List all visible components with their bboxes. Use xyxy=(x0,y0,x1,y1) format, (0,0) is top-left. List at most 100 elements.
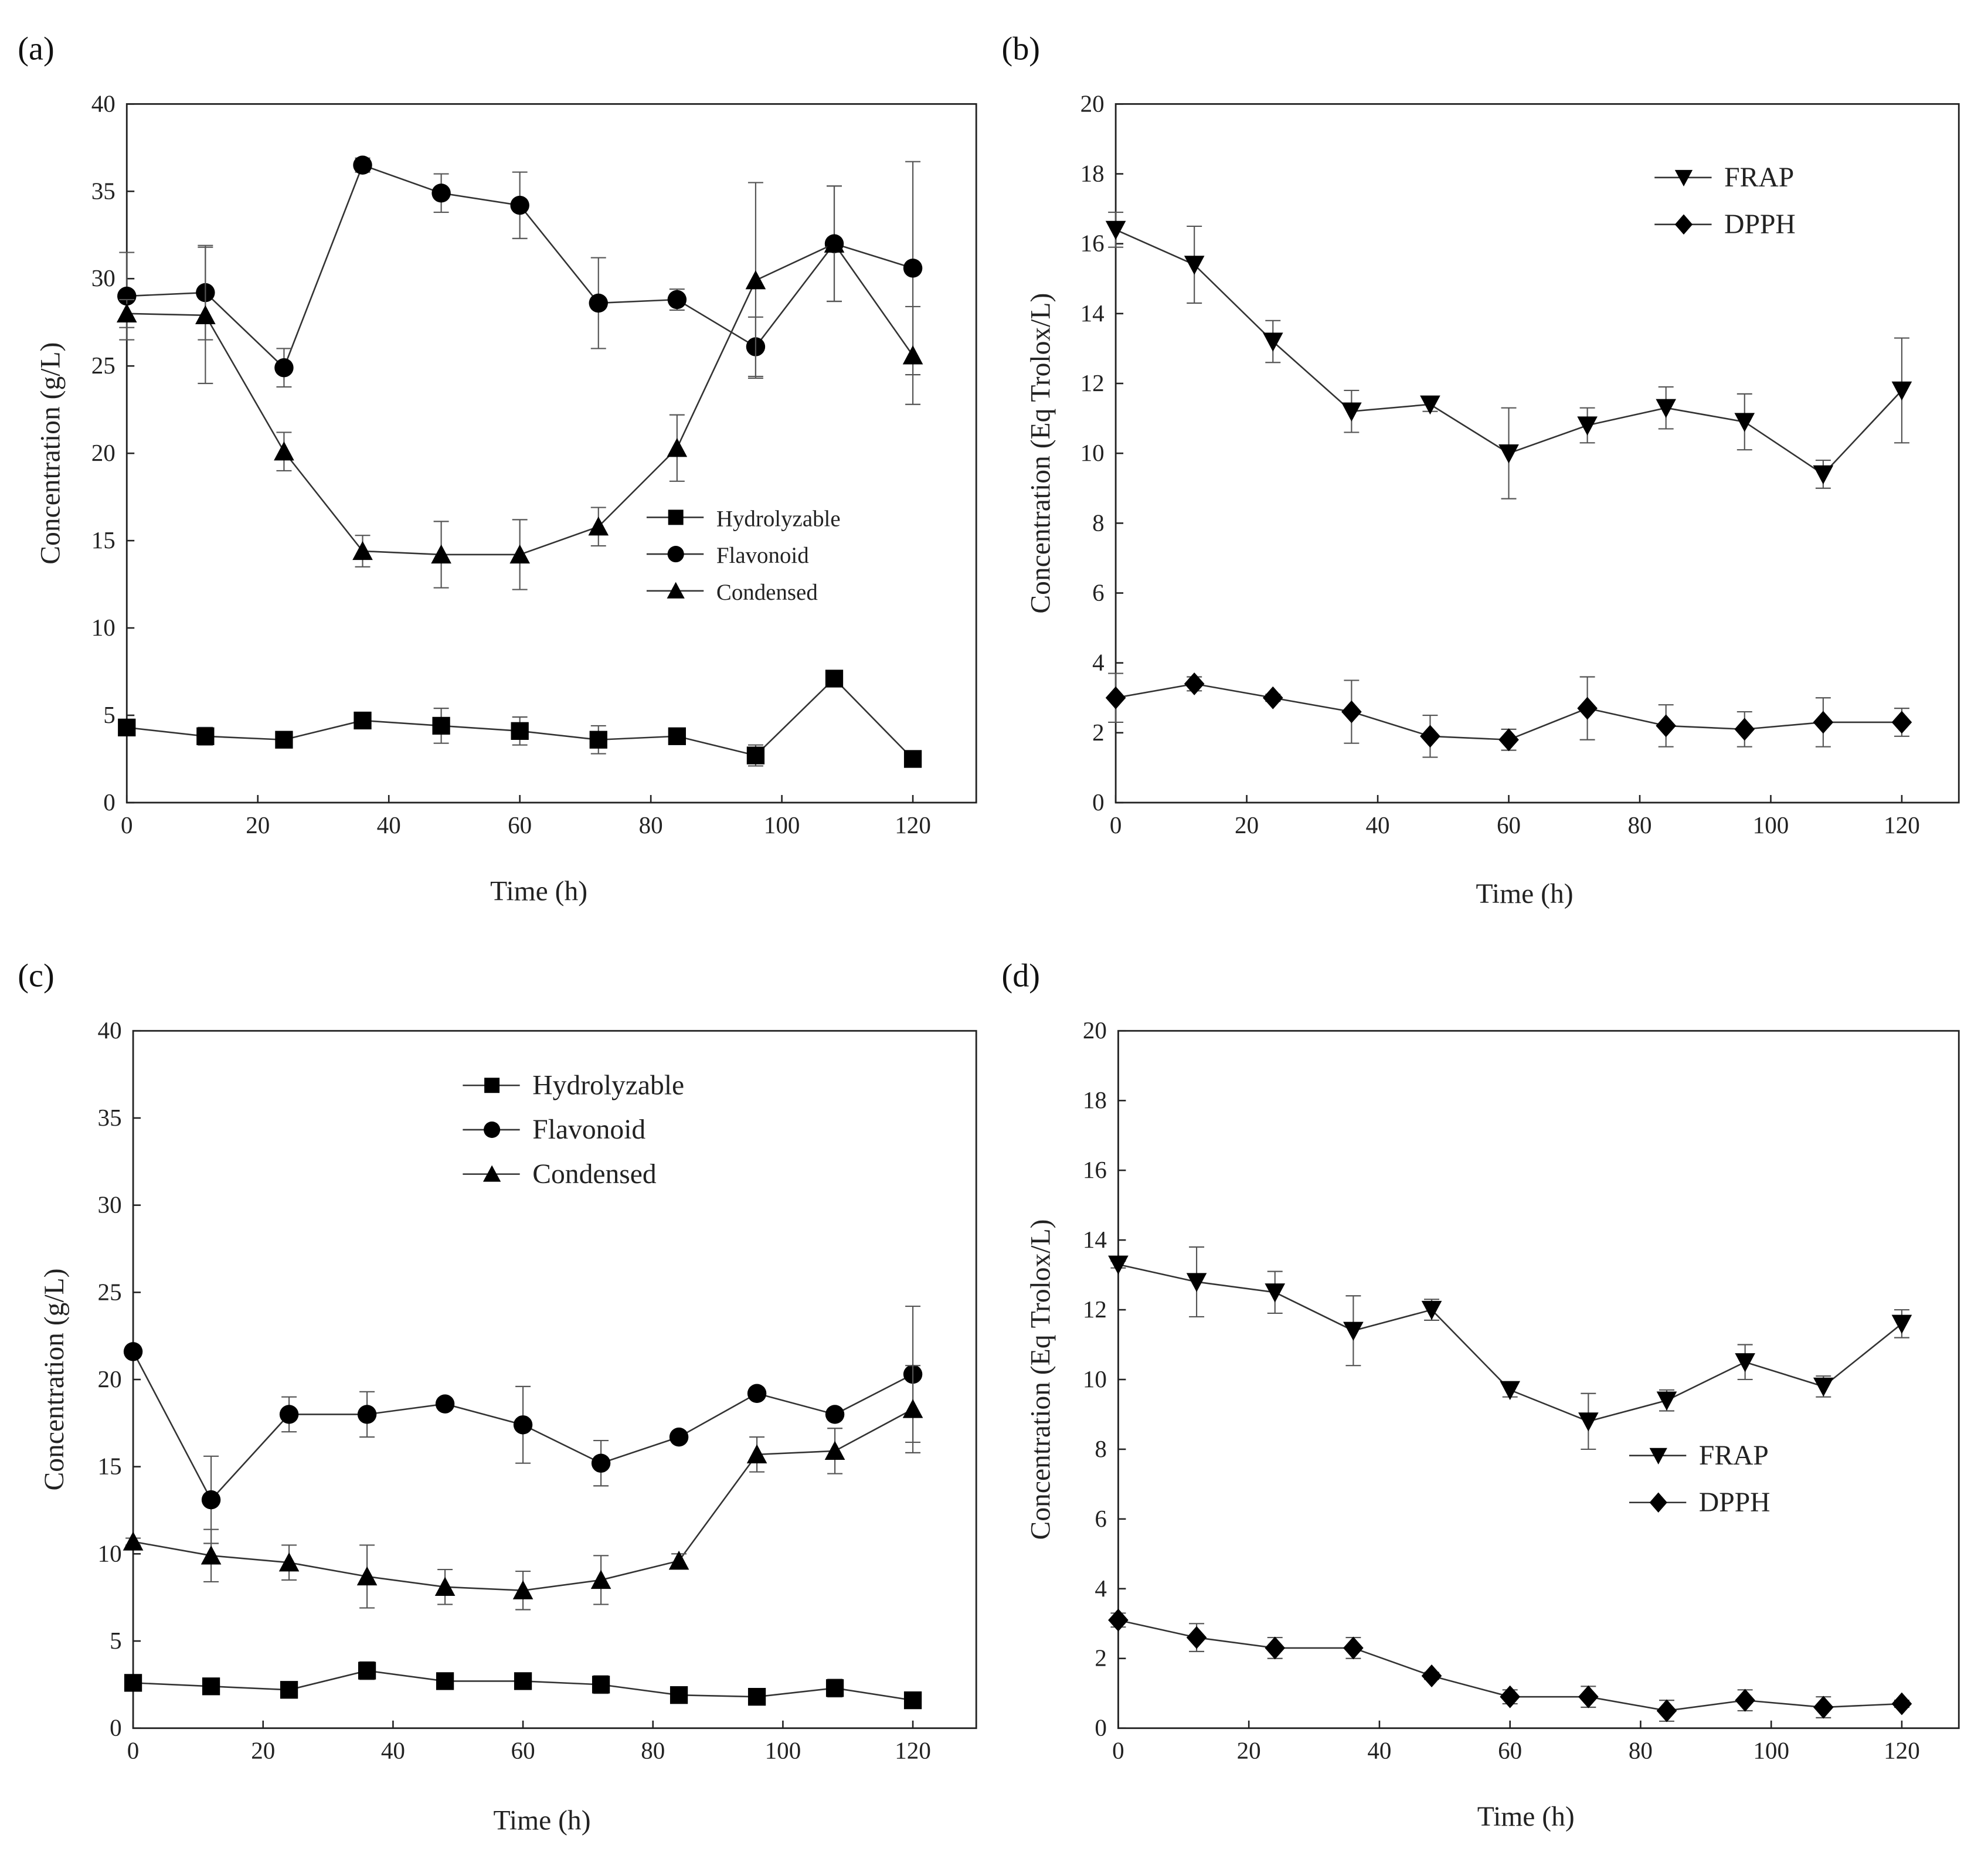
y-tick-label: 20 xyxy=(1083,1017,1107,1044)
series-condensed xyxy=(123,1365,923,1611)
data-point xyxy=(117,286,137,306)
x-tick-label: 60 xyxy=(1498,1737,1522,1764)
data-point xyxy=(1108,1608,1129,1632)
y-tick-label: 2 xyxy=(1095,1645,1107,1671)
data-point xyxy=(275,731,293,749)
data-point xyxy=(1891,381,1912,401)
x-tick-label: 100 xyxy=(765,1737,801,1764)
y-axis-label: Concentration (g/L) xyxy=(36,342,66,565)
y-tick-label: 14 xyxy=(1080,300,1105,327)
x-tick-label: 80 xyxy=(641,1737,665,1764)
data-point xyxy=(201,1545,222,1565)
x-axis-label: Time (h) xyxy=(1477,1802,1575,1832)
series-dpph xyxy=(1108,1608,1912,1722)
y-tick-label: 6 xyxy=(1095,1505,1107,1532)
series-condensed xyxy=(116,182,923,590)
data-point xyxy=(669,1427,689,1447)
y-tick-label: 6 xyxy=(1092,579,1105,606)
data-point xyxy=(667,437,688,457)
data-point xyxy=(116,303,137,322)
y-tick-label: 14 xyxy=(1083,1226,1107,1253)
y-tick-label: 35 xyxy=(98,1104,122,1131)
legend-label: DPPH xyxy=(1699,1487,1770,1518)
data-point xyxy=(824,1440,845,1460)
series-flavonoid xyxy=(117,155,923,388)
data-point xyxy=(1813,1377,1834,1397)
data-point xyxy=(746,746,765,765)
data-point xyxy=(279,1405,299,1424)
x-tick-label: 120 xyxy=(895,1737,931,1764)
chart-panel-b: 0 20 40 60 80 100 120 0 2 4 6 8 10 12 14 16 18 20 Time (h)… xyxy=(1026,90,1960,909)
y-tick-label: 18 xyxy=(1080,160,1105,187)
y-tick-label: 10 xyxy=(1083,1365,1107,1392)
data-point xyxy=(1578,1412,1599,1432)
y-axis-label: Concentration (Eq Trolox/L) xyxy=(1026,293,1056,614)
x-tick-label: 40 xyxy=(381,1737,405,1764)
data-point xyxy=(118,718,136,737)
data-point xyxy=(1105,686,1126,709)
x-tick-label: 100 xyxy=(764,811,800,838)
data-point xyxy=(280,1681,298,1699)
data-point xyxy=(1500,1685,1520,1708)
legend-marker xyxy=(484,1121,501,1138)
y-tick-label: 0 xyxy=(1095,1714,1107,1741)
data-point xyxy=(509,544,530,564)
plot-frame xyxy=(125,103,977,804)
data-point xyxy=(1656,1699,1677,1722)
data-point xyxy=(1186,1626,1207,1649)
data-point xyxy=(1813,465,1834,485)
data-point xyxy=(514,1672,532,1690)
data-point xyxy=(1262,686,1283,709)
legend-label: DPPH xyxy=(1724,209,1796,240)
data-point xyxy=(195,305,216,324)
data-point xyxy=(1734,413,1755,432)
data-point xyxy=(903,1691,922,1710)
x-tick-label: 0 xyxy=(121,811,133,838)
data-point xyxy=(1891,1692,1912,1715)
legend-label: Hydrolyzable xyxy=(532,1070,684,1100)
data-point xyxy=(1265,1283,1286,1303)
data-point xyxy=(123,1531,144,1551)
x-tick-label: 0 xyxy=(1112,1737,1124,1764)
x-tick-label: 120 xyxy=(1884,1737,1920,1764)
y-tick-label: 5 xyxy=(110,1627,122,1654)
y-tick-label: 0 xyxy=(103,789,115,816)
y-tick-label: 20 xyxy=(91,439,115,466)
data-point xyxy=(123,1342,143,1361)
chart-panel-c: 0 20 40 60 80 100 120 0 5 10 15 20 25 30 35 40 Time (h) C… xyxy=(39,1017,977,1836)
x-tick-label: 80 xyxy=(1627,811,1651,838)
data-point xyxy=(591,1453,611,1473)
data-point xyxy=(745,270,766,290)
x-tick-label: 120 xyxy=(895,811,931,838)
x-tick-label: 40 xyxy=(1367,1737,1391,1764)
data-point xyxy=(512,1580,533,1599)
data-point xyxy=(278,1552,300,1572)
y-tick-label: 15 xyxy=(98,1453,122,1480)
data-point xyxy=(196,727,215,745)
data-point xyxy=(1184,256,1205,275)
x-tick-label: 60 xyxy=(1497,811,1521,838)
data-point xyxy=(1577,416,1598,436)
x-tick-label: 20 xyxy=(246,811,270,838)
data-point xyxy=(510,195,529,215)
x-axis-label: Time (h) xyxy=(493,1806,590,1836)
y-tick-label: 25 xyxy=(98,1278,122,1305)
legend-marker xyxy=(482,1165,501,1182)
data-point xyxy=(1343,1636,1364,1660)
series-frap xyxy=(1108,1246,1912,1450)
chart-panel-a: 0 20 40 60 80 100 120 0 5 10 15 20 25 30 35 40 Time (h) C… xyxy=(36,90,977,907)
data-point xyxy=(589,731,607,749)
data-point xyxy=(667,290,687,310)
x-tick-label: 40 xyxy=(1366,811,1390,838)
data-point xyxy=(1108,1255,1129,1275)
data-point xyxy=(747,1688,766,1706)
data-point xyxy=(274,441,294,461)
data-point xyxy=(589,293,608,313)
chart-panel-d: 0 20 40 60 80 100 120 0 2 4 6 8 10 12 14 16 18 20 Time (h)… xyxy=(1026,1017,1960,1832)
x-tick-label: 100 xyxy=(1753,811,1789,838)
legend-marker xyxy=(668,509,684,525)
data-point xyxy=(824,233,845,253)
data-point xyxy=(431,544,451,564)
data-point xyxy=(124,1674,142,1692)
